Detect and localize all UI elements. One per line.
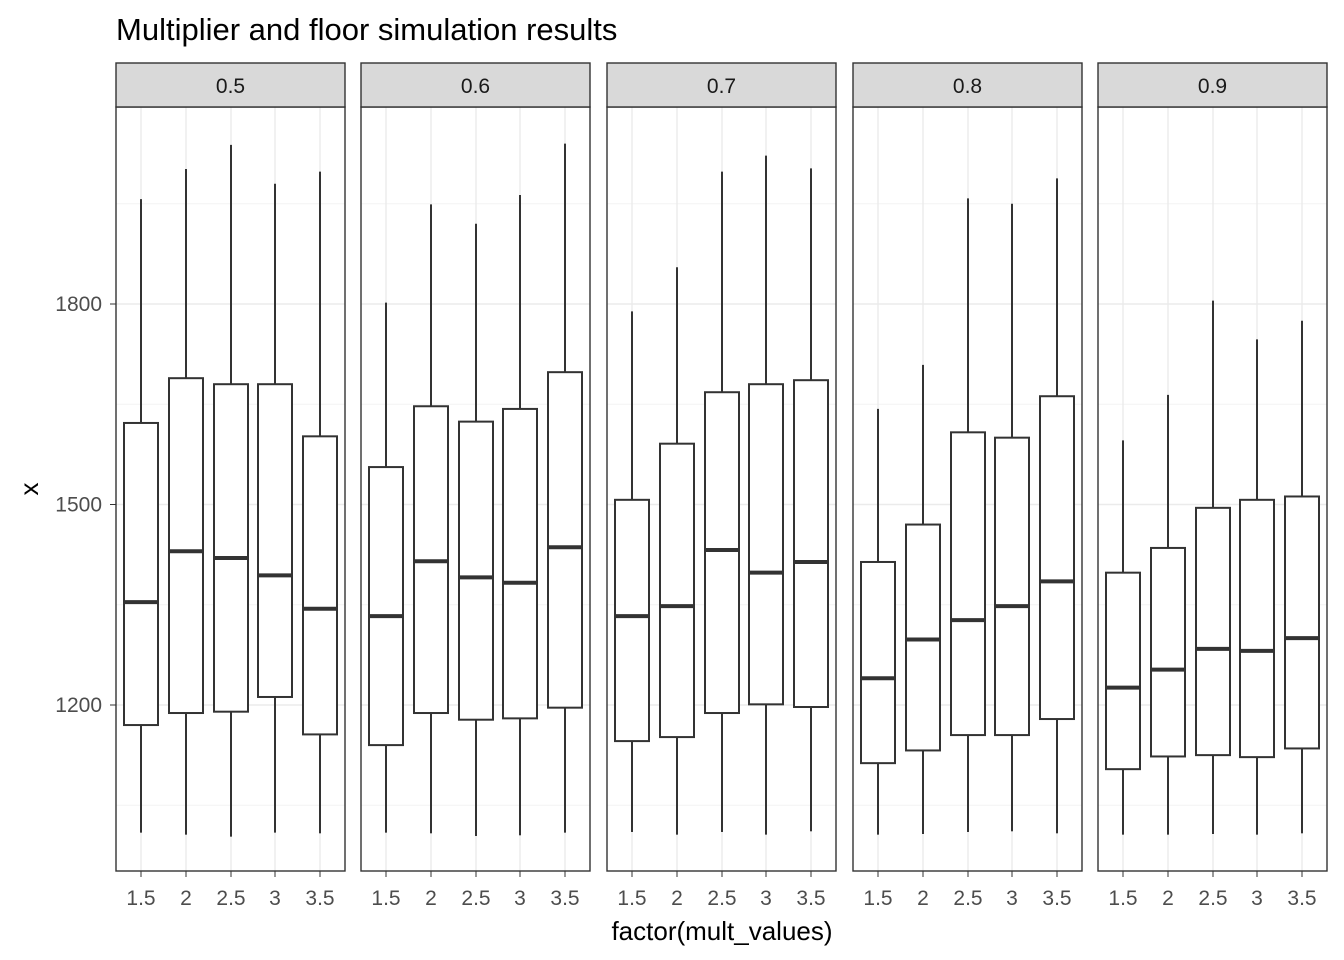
- box-group: [168, 168, 204, 835]
- box-iqr: [1039, 395, 1075, 721]
- y-tick-label: 1200: [55, 694, 102, 717]
- x-tick-label: 3: [514, 887, 526, 910]
- x-tick-label: 2: [1162, 887, 1174, 910]
- box-iqr: [1150, 546, 1186, 758]
- facet-panel: 0.9 1.5 2 2.5 3 3.5: [1097, 62, 1328, 910]
- box-group: [257, 183, 293, 833]
- x-tick-label: 1.5: [371, 887, 400, 910]
- facet-strip: [360, 62, 591, 108]
- x-tick-label: 2: [671, 887, 683, 910]
- box-group: [704, 171, 740, 832]
- box-iqr: [950, 431, 986, 737]
- box-group: [994, 203, 1030, 832]
- box-iqr: [994, 436, 1030, 737]
- facet-panel: 0.5 1.5 2 2.5 3 3.5: [115, 62, 346, 910]
- x-tick-label: 1.5: [617, 887, 646, 910]
- box-iqr: [123, 421, 159, 727]
- box-iqr: [1105, 571, 1141, 771]
- box-iqr: [614, 498, 650, 743]
- x-tick-label: 2.5: [1198, 887, 1227, 910]
- x-tick-label: 1.5: [126, 887, 155, 910]
- box-iqr: [704, 391, 740, 715]
- box-iqr: [1195, 506, 1231, 757]
- facet-strip-label: 0.9: [1198, 75, 1227, 98]
- box-group: [793, 168, 829, 832]
- box-group: [860, 408, 896, 835]
- box-group: [458, 223, 494, 836]
- facet-strip-label: 0.8: [953, 75, 982, 98]
- x-tick-label: 2: [917, 887, 929, 910]
- x-tick-label: 2: [180, 887, 192, 910]
- x-tick-label: 2.5: [461, 887, 490, 910]
- box-iqr: [302, 435, 338, 736]
- box-iqr: [257, 383, 293, 698]
- box-iqr: [1239, 498, 1275, 759]
- box-iqr: [860, 560, 896, 765]
- y-axis-title: x: [14, 483, 44, 496]
- box-group: [1195, 300, 1231, 834]
- box-group: [659, 267, 695, 835]
- box-group: [1039, 178, 1075, 834]
- facet-strip-label: 0.7: [707, 75, 736, 98]
- box-group: [1239, 339, 1275, 835]
- x-tick-label: 3: [760, 887, 772, 910]
- box-group: [748, 155, 784, 835]
- facet-panels: 0.5 1.5 2 2.5 3 3.5 0.6 1.5 2 2.5 3 3.5 0.7 1.5 2 2.5 3 3…: [115, 62, 1328, 910]
- facet-strip-label: 0.5: [216, 75, 245, 98]
- box-group: [950, 198, 986, 832]
- box-group: [123, 199, 159, 833]
- box-iqr: [659, 442, 695, 739]
- box-group: [1284, 320, 1320, 834]
- box-iqr: [368, 466, 404, 747]
- box-group: [547, 143, 583, 833]
- x-tick-label: 3.5: [550, 887, 579, 910]
- x-tick-label: 3.5: [796, 887, 825, 910]
- facet-panel: 0.7 1.5 2 2.5 3 3.5: [606, 62, 837, 910]
- x-tick-label: 3: [1251, 887, 1263, 910]
- y-tick-label: 1500: [55, 494, 102, 517]
- facet-strip: [606, 62, 837, 108]
- box-iqr: [905, 523, 941, 752]
- box-group: [1150, 394, 1186, 835]
- x-tick-label: 2.5: [953, 887, 982, 910]
- box-group: [905, 364, 941, 834]
- facet-panel: 0.8 1.5 2 2.5 3 3.5: [852, 62, 1083, 910]
- box-iqr: [793, 379, 829, 709]
- x-tick-label: 3.5: [1042, 887, 1071, 910]
- chart-title: Multiplier and floor simulation results: [116, 12, 617, 47]
- facet-strip: [115, 62, 346, 108]
- x-tick-label: 1.5: [1108, 887, 1137, 910]
- x-tick-label: 2.5: [216, 887, 245, 910]
- x-tick-label: 2: [425, 887, 437, 910]
- box-iqr: [748, 383, 784, 706]
- facet-panel: 0.6 1.5 2 2.5 3 3.5: [360, 62, 591, 910]
- x-tick-label: 3: [1006, 887, 1018, 910]
- x-tick-label: 2.5: [707, 887, 736, 910]
- box-group: [302, 171, 338, 834]
- facet-strip-label: 0.6: [461, 75, 490, 98]
- box-iqr: [1284, 495, 1320, 750]
- y-axis: 1200 1500 1800: [55, 293, 116, 717]
- x-tick-label: 3.5: [305, 887, 334, 910]
- x-tick-label: 1.5: [863, 887, 892, 910]
- facet-strip: [1097, 62, 1328, 108]
- box-group: [368, 302, 404, 833]
- box-iqr: [458, 420, 494, 721]
- x-tick-label: 3: [269, 887, 281, 910]
- box-iqr: [213, 383, 249, 713]
- y-tick-label: 1800: [55, 293, 102, 316]
- box-group: [1105, 440, 1141, 835]
- box-group: [413, 204, 449, 834]
- box-iqr: [168, 377, 204, 715]
- box-iqr: [547, 371, 583, 709]
- facet-strip: [852, 62, 1083, 108]
- x-axis-title: factor(mult_values): [611, 916, 832, 946]
- box-group: [614, 311, 650, 832]
- box-iqr: [502, 407, 538, 720]
- box-group: [502, 195, 538, 836]
- x-tick-label: 3.5: [1287, 887, 1316, 910]
- box-group: [213, 144, 249, 837]
